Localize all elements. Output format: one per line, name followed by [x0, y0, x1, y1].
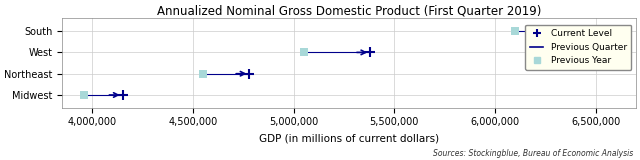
Title: Annualized Nominal Gross Domestic Product (First Quarter 2019): Annualized Nominal Gross Domestic Produc…: [157, 4, 541, 17]
Legend: Current Level, Previous Quarter, Previous Year: Current Level, Previous Quarter, Previou…: [525, 25, 631, 70]
X-axis label: GDP (in millions of current dollars): GDP (in millions of current dollars): [259, 133, 439, 143]
Point: [79, 94, 90, 96]
Point: [198, 72, 208, 75]
Point: [299, 51, 309, 54]
Text: Sources: Stockingblue, Bureau of Economic Analysis: Sources: Stockingblue, Bureau of Economi…: [433, 149, 634, 158]
Point: [510, 30, 520, 32]
